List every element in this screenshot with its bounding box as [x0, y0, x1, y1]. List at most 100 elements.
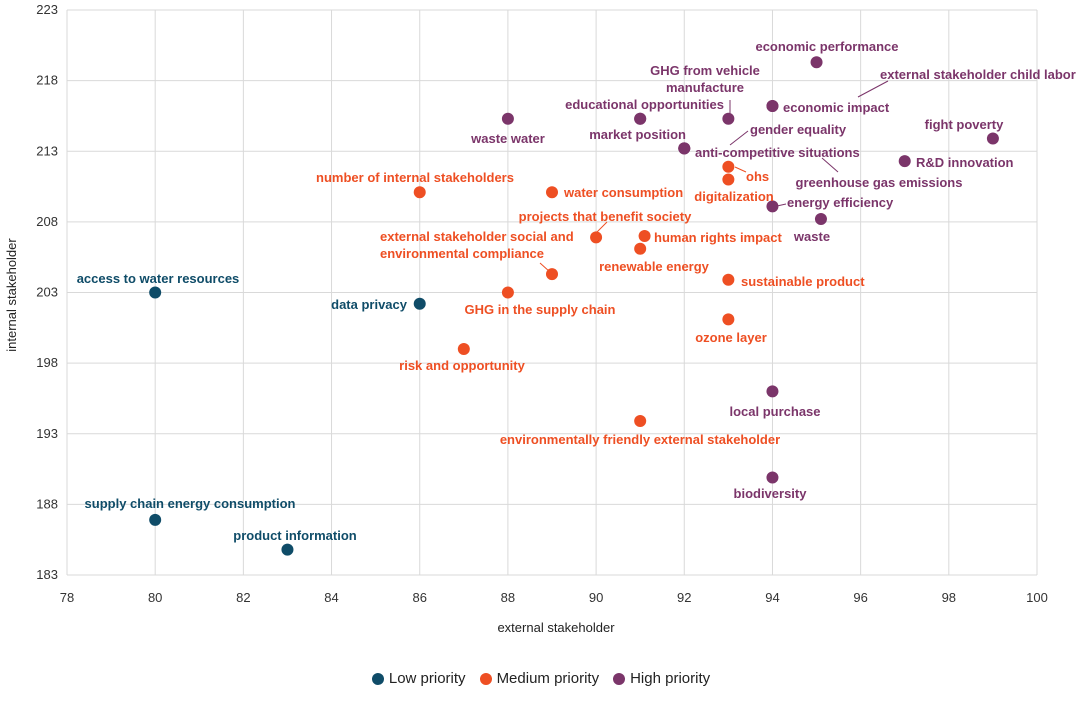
- point-label: energy efficiency: [787, 195, 894, 210]
- point-label: environmental compliance: [380, 246, 544, 261]
- legend-item-low: Low priority: [371, 670, 466, 687]
- data-point: [766, 385, 779, 398]
- data-point: [546, 186, 558, 199]
- data-point: [149, 286, 162, 299]
- point-label: GHG from vehicle: [650, 63, 760, 78]
- point-label: number of internal stakeholders: [316, 170, 514, 185]
- legend-label-low: Low priority: [388, 670, 466, 687]
- tick-labels: 78 80 82 84 86 88 90 92 94 96 98 100 183 188 193 198 203…: [36, 2, 1048, 605]
- legend-marker-high: [613, 672, 626, 685]
- y-axis-title: internal stakeholder: [4, 238, 19, 352]
- point-label: access to water resources: [77, 271, 240, 286]
- point-label: gender equality: [750, 122, 847, 137]
- data-point: [413, 297, 426, 310]
- x-tick-label: 80: [148, 590, 162, 605]
- legend-marker-low: [371, 672, 384, 685]
- data-point: [413, 186, 426, 199]
- data-point: [590, 231, 603, 244]
- point-label: greenhouse gas emissions: [796, 175, 963, 190]
- point-label: waste: [793, 229, 830, 244]
- data-point: [986, 132, 999, 145]
- x-axis-title: external stakeholder: [497, 620, 615, 635]
- point-label: projects that benefit society: [519, 209, 692, 224]
- point-label: digitalization: [694, 189, 774, 204]
- y-tick-label: 183: [36, 567, 58, 582]
- point-label: local purchase: [729, 404, 820, 419]
- legend-label-high: High priority: [630, 670, 711, 687]
- x-tick-label: 78: [60, 590, 74, 605]
- data-point: [501, 286, 514, 299]
- point-label: waste water: [470, 131, 545, 146]
- leader-line: [857, 80, 889, 98]
- data-point: [501, 112, 514, 125]
- leader-line: [821, 157, 839, 173]
- point-label: data privacy: [331, 297, 408, 312]
- x-tick-label: 86: [412, 590, 426, 605]
- point-label: human rights impact: [654, 230, 783, 245]
- point-label: supply chain energy consumption: [85, 496, 296, 511]
- x-tick-label: 84: [324, 590, 338, 605]
- data-point: [766, 200, 779, 213]
- data-point: [766, 100, 779, 113]
- x-tick-label: 100: [1026, 590, 1048, 605]
- point-label: market position: [589, 127, 686, 142]
- x-tick-label: 92: [677, 590, 691, 605]
- point-label: biodiversity: [734, 486, 808, 501]
- y-tick-label: 198: [36, 355, 58, 370]
- point-label: ohs: [746, 169, 769, 184]
- point-label: environmentally friendly external stakeh…: [500, 432, 780, 447]
- point-label: renewable energy: [599, 259, 710, 274]
- y-tick-label: 208: [36, 214, 58, 229]
- x-tick-label: 98: [942, 590, 956, 605]
- legend: Low priority Medium priority High priori…: [0, 670, 1082, 687]
- y-tick-label: 193: [36, 426, 58, 441]
- data-point: [634, 112, 647, 125]
- x-tick-label: 96: [853, 590, 867, 605]
- legend-item-high: High priority: [613, 670, 710, 687]
- point-label: risk and opportunity: [399, 358, 525, 373]
- point-label: manufacture: [666, 80, 744, 95]
- data-point: [546, 268, 558, 281]
- point-label: water consumption: [563, 185, 683, 200]
- data-point: [678, 142, 691, 155]
- point-label: economic impact: [783, 100, 890, 115]
- leader-line: [776, 203, 787, 207]
- legend-marker-medium: [479, 672, 492, 685]
- legend-item-medium: Medium priority: [479, 670, 600, 687]
- data-point: [810, 56, 823, 69]
- data-point: [898, 155, 911, 168]
- leader-line: [596, 221, 608, 233]
- legend-label-medium: Medium priority: [496, 670, 600, 687]
- data-point: [281, 543, 294, 556]
- point-label: GHG in the supply chain: [465, 302, 616, 317]
- point-label: R&D innovation: [916, 155, 1014, 170]
- data-point: [814, 213, 827, 226]
- data-point: [634, 242, 647, 255]
- leader-lines: [539, 80, 889, 273]
- data-point: [722, 273, 735, 286]
- point-label: economic performance: [755, 39, 898, 54]
- point-label: anti-competitive situations: [695, 145, 860, 160]
- data-point: [766, 471, 779, 484]
- data-point: [638, 230, 651, 242]
- point-labels: access to water resources data privacy sup…: [77, 39, 1076, 543]
- x-tick-label: 94: [765, 590, 779, 605]
- grid: [66, 9, 1038, 576]
- scatter-chart: 78 80 82 84 86 88 90 92 94 96 98 100 183 188 193 198 203…: [4, 2, 1076, 635]
- x-tick-label: 88: [501, 590, 515, 605]
- x-tick-label: 90: [589, 590, 603, 605]
- data-point: [722, 160, 735, 173]
- point-label: ozone layer: [695, 330, 767, 345]
- point-label: external stakeholder social and: [380, 229, 574, 244]
- y-tick-label: 188: [36, 496, 58, 511]
- y-tick-label: 223: [36, 2, 58, 17]
- y-tick-label: 213: [36, 143, 58, 158]
- y-tick-label: 203: [36, 285, 58, 300]
- point-label: product information: [233, 528, 357, 543]
- x-tick-label: 82: [236, 590, 250, 605]
- point-label: fight poverty: [925, 117, 1004, 132]
- leader-line: [734, 166, 747, 173]
- point-label: educational opportunities: [565, 97, 724, 112]
- data-point: [634, 415, 647, 428]
- y-tick-label: 218: [36, 73, 58, 88]
